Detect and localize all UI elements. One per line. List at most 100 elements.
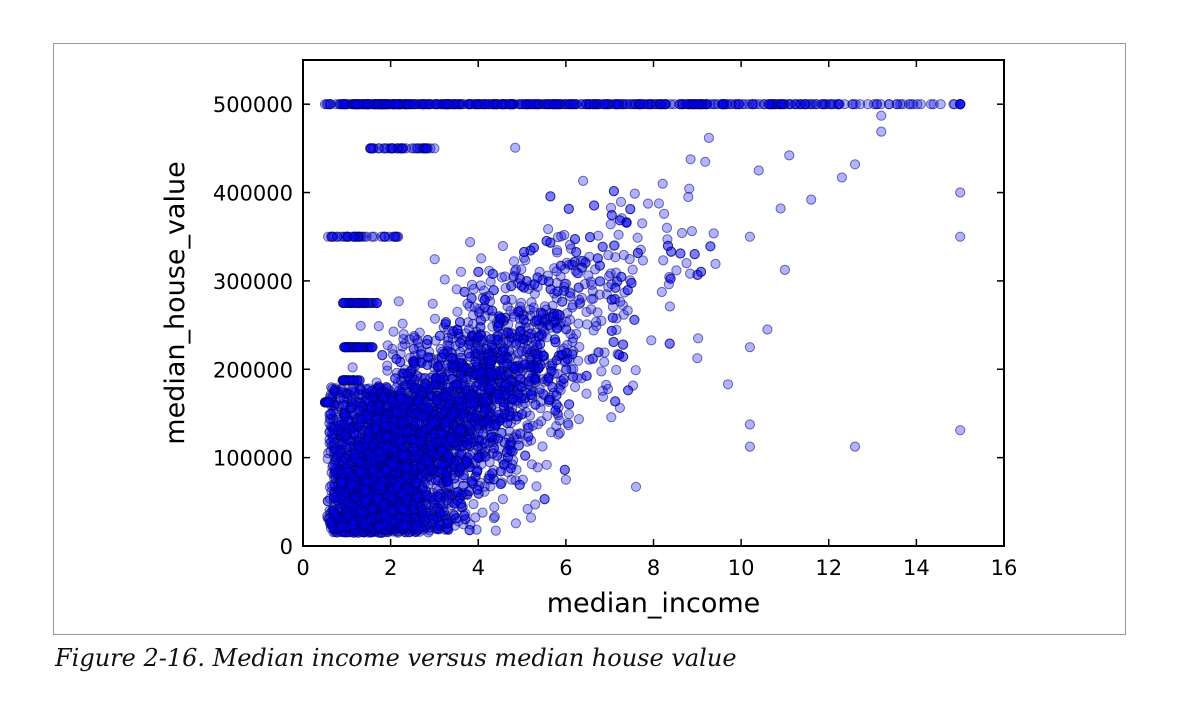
data-point bbox=[614, 215, 626, 226]
data-point bbox=[609, 240, 620, 251]
data-point bbox=[409, 332, 420, 343]
data-point bbox=[550, 405, 561, 416]
data-point bbox=[700, 156, 711, 167]
data-point bbox=[484, 421, 495, 432]
data-point bbox=[442, 475, 453, 486]
data-point bbox=[328, 508, 340, 519]
data-point bbox=[472, 484, 483, 495]
data-point bbox=[377, 350, 388, 361]
data-point bbox=[554, 310, 565, 321]
data-point bbox=[514, 428, 526, 439]
data-point bbox=[626, 277, 637, 289]
data-point bbox=[466, 419, 477, 430]
data-point bbox=[610, 396, 621, 407]
data-point bbox=[420, 378, 431, 389]
data-point bbox=[371, 414, 382, 425]
data-point bbox=[603, 250, 614, 261]
data-point bbox=[630, 365, 641, 376]
data-point bbox=[421, 491, 432, 502]
data-point bbox=[661, 222, 673, 233]
data-point bbox=[615, 296, 626, 307]
data-point bbox=[487, 468, 498, 479]
data-point bbox=[708, 228, 719, 239]
data-point bbox=[455, 498, 466, 509]
data-point bbox=[601, 379, 612, 390]
data-point bbox=[557, 296, 568, 307]
data-point bbox=[490, 525, 501, 536]
data-point bbox=[477, 507, 488, 518]
data-point bbox=[388, 326, 399, 337]
data-point bbox=[510, 518, 521, 529]
data-point bbox=[488, 285, 499, 296]
data-point bbox=[515, 373, 526, 384]
data-point bbox=[492, 321, 503, 332]
data-point bbox=[515, 326, 526, 338]
scatter-chart: 0 2 4 6 8 10 12 14 16010000020000030000040000050… bbox=[160, 59, 1017, 619]
data-point bbox=[402, 371, 413, 382]
data-point bbox=[522, 344, 533, 355]
data-point bbox=[561, 364, 572, 375]
data-point bbox=[632, 232, 643, 243]
data-point bbox=[525, 512, 537, 523]
data-point bbox=[382, 365, 393, 376]
data-point bbox=[625, 204, 636, 215]
data-point bbox=[478, 392, 490, 403]
data-point bbox=[590, 316, 602, 328]
points-layer bbox=[319, 99, 966, 538]
data-point bbox=[440, 421, 451, 433]
data-point bbox=[608, 336, 619, 348]
data-point bbox=[519, 246, 530, 258]
data-point bbox=[432, 362, 443, 373]
data-point bbox=[355, 320, 366, 331]
data-point bbox=[476, 253, 487, 264]
data-point bbox=[561, 324, 572, 335]
data-point bbox=[426, 419, 437, 430]
data-point bbox=[475, 322, 486, 333]
data-point bbox=[653, 198, 665, 209]
data-point bbox=[606, 325, 617, 336]
data-point bbox=[468, 399, 479, 411]
data-point bbox=[410, 477, 421, 489]
data-point bbox=[683, 191, 694, 203]
data-point bbox=[459, 510, 470, 521]
data-point bbox=[559, 464, 570, 475]
data-point bbox=[513, 440, 524, 451]
data-point bbox=[581, 370, 592, 381]
data-point bbox=[432, 475, 444, 486]
data-point bbox=[467, 476, 478, 487]
data-point bbox=[568, 333, 579, 344]
data-point bbox=[455, 266, 467, 277]
data-point bbox=[459, 286, 470, 297]
data-point bbox=[526, 459, 537, 470]
data-point bbox=[599, 356, 610, 367]
data-point bbox=[614, 349, 625, 360]
data-point bbox=[606, 294, 617, 305]
data-point bbox=[505, 445, 516, 456]
data-point bbox=[510, 142, 521, 153]
data-point bbox=[487, 305, 498, 316]
data-point bbox=[570, 381, 581, 393]
data-point bbox=[506, 281, 517, 292]
data-point bbox=[502, 358, 513, 369]
data-point bbox=[518, 314, 529, 325]
data-point bbox=[508, 394, 519, 405]
data-point bbox=[705, 241, 716, 252]
data-point bbox=[397, 318, 408, 329]
data-point bbox=[481, 343, 492, 355]
data-point bbox=[530, 374, 541, 385]
data-point bbox=[497, 494, 508, 505]
data-point bbox=[629, 314, 640, 325]
data-point bbox=[455, 337, 466, 348]
data-point bbox=[637, 218, 648, 229]
data-point bbox=[606, 210, 617, 221]
data-point bbox=[455, 424, 466, 435]
data-point bbox=[607, 312, 618, 323]
data-point bbox=[486, 355, 497, 366]
data-point bbox=[473, 332, 484, 343]
data-point bbox=[496, 272, 507, 283]
data-point bbox=[606, 412, 617, 423]
data-point bbox=[498, 459, 509, 470]
data-point bbox=[363, 383, 374, 394]
data-point bbox=[406, 379, 417, 390]
data-point bbox=[533, 419, 544, 430]
